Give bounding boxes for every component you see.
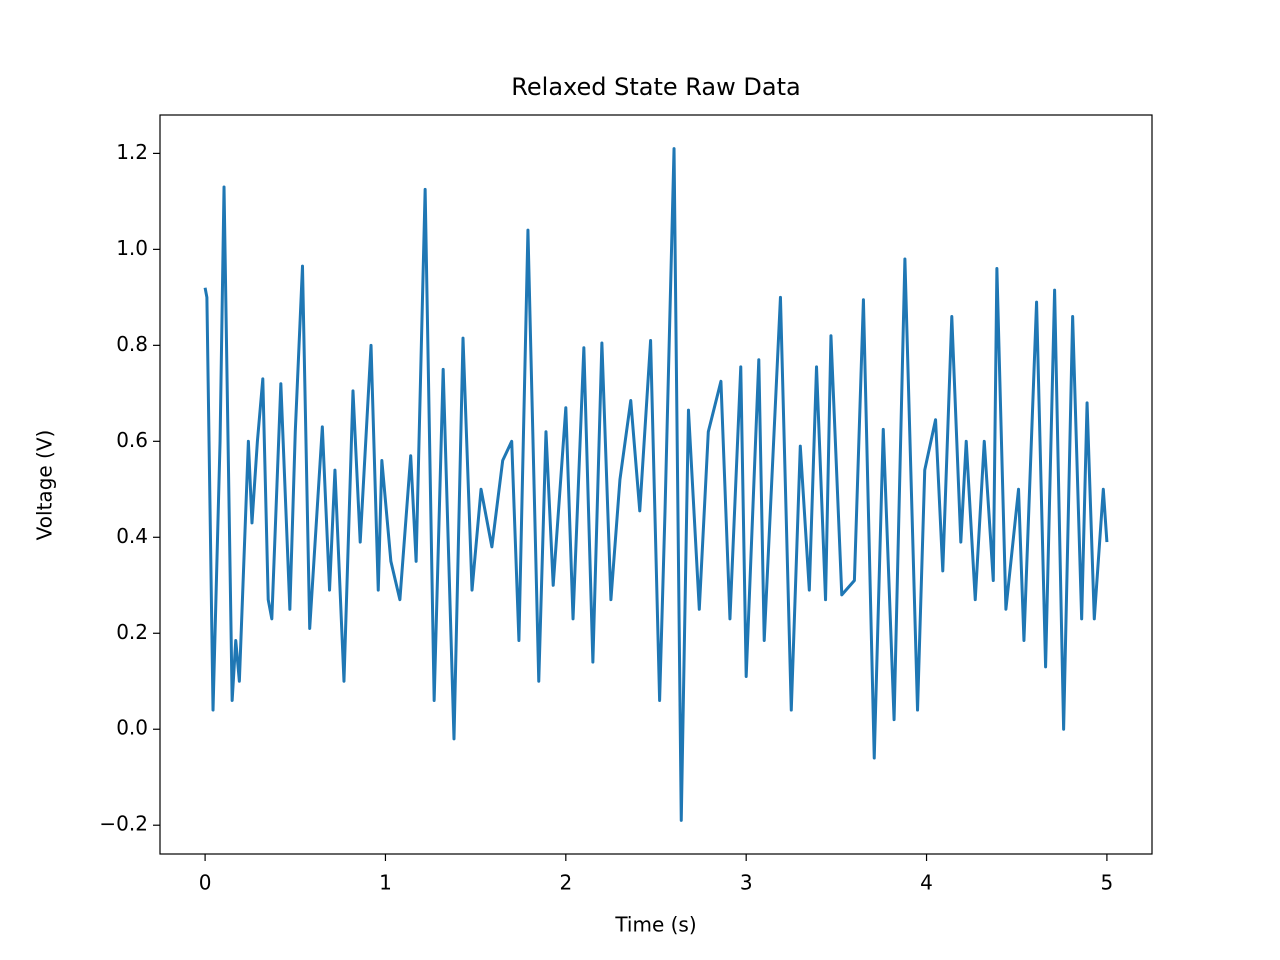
x-tick-label: 0	[199, 871, 212, 895]
y-axis-label: Voltage (V)	[33, 430, 57, 541]
x-tick-label: 5	[1101, 871, 1114, 895]
y-tick-label: 0.4	[116, 524, 148, 548]
x-tick-label: 2	[559, 871, 572, 895]
x-tick-label: 4	[920, 871, 933, 895]
y-tick-label: 0.2	[116, 620, 148, 644]
x-tick-label: 3	[740, 871, 753, 895]
x-tick-label: 1	[379, 871, 392, 895]
y-tick-label: 0.8	[116, 332, 148, 356]
plot-frame	[159, 114, 1153, 855]
y-tick-label: 1.0	[116, 236, 148, 260]
y-tick-label: 0.0	[116, 716, 148, 740]
y-tick-label: 1.2	[116, 140, 148, 164]
x-axis-label: Time (s)	[614, 913, 696, 937]
y-tick-label: 0.6	[116, 428, 148, 452]
data-line	[203, 147, 1109, 822]
y-tick-label: −0.2	[99, 812, 148, 836]
chart-title: Relaxed State Raw Data	[511, 73, 800, 101]
